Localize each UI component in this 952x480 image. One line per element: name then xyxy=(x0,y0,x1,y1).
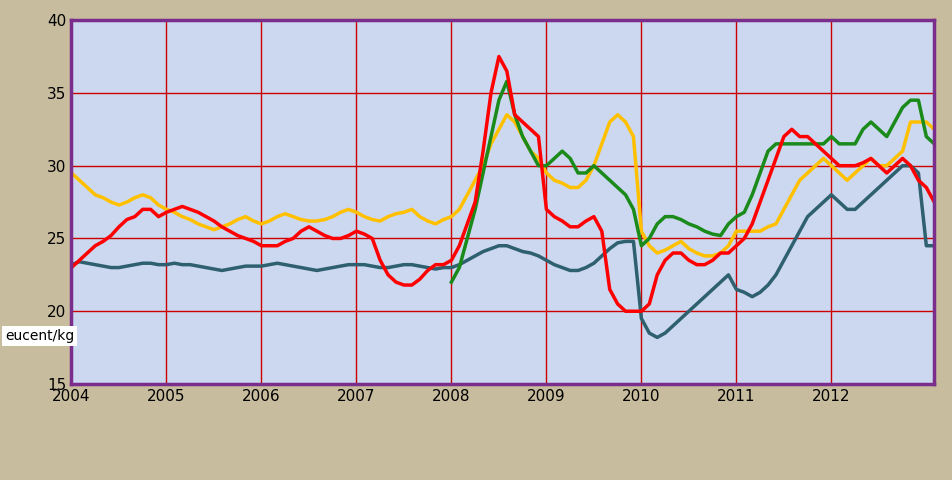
Text: eucent/kg: eucent/kg xyxy=(5,329,74,343)
